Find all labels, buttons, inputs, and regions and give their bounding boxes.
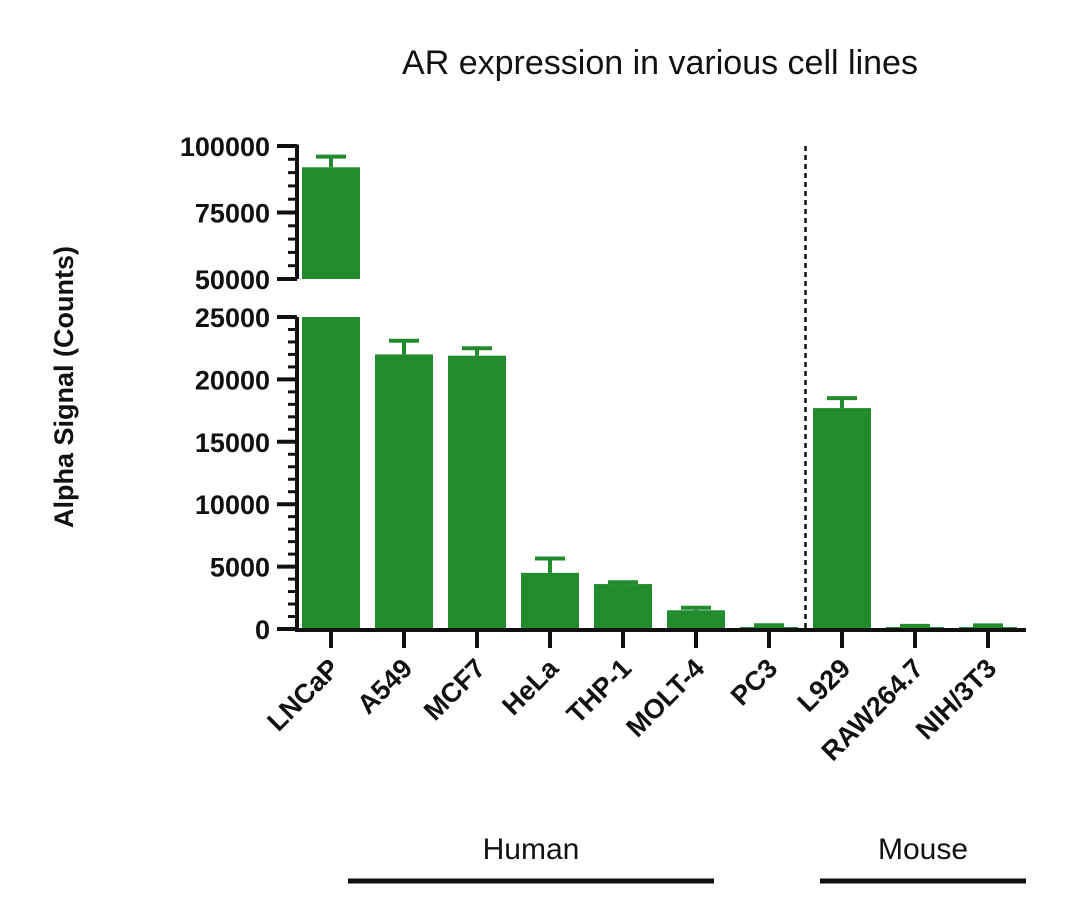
chart-title: AR expression in various cell lines bbox=[402, 44, 918, 82]
bar-L929 bbox=[813, 408, 871, 629]
x-tick-label-MCF7: MCF7 bbox=[418, 653, 491, 726]
y-tick-label-lower: 15000 bbox=[195, 428, 270, 458]
y-tick-label-upper: 50000 bbox=[195, 265, 270, 295]
y-tick-label-lower: 10000 bbox=[195, 490, 270, 520]
y-tick-label-lower: 5000 bbox=[210, 553, 270, 583]
x-tick-label-MOLT-4: MOLT-4 bbox=[620, 653, 710, 743]
x-tick-label-NIH/3T3: NIH/3T3 bbox=[910, 653, 1002, 745]
bar-LNCaP-lower bbox=[302, 317, 360, 629]
group-label-Human: Human bbox=[483, 833, 580, 866]
y-tick-label-lower: 0 bbox=[255, 615, 270, 645]
bar-LNCaP-upper bbox=[302, 167, 360, 279]
y-axis-label: Alpha Signal (Counts) bbox=[49, 246, 79, 528]
x-tick-label-PC3: PC3 bbox=[725, 653, 783, 711]
x-tick-label-A549: A549 bbox=[351, 653, 418, 720]
bar-MOLT-4 bbox=[667, 610, 725, 629]
x-tick-label-LNCaP: LNCaP bbox=[261, 653, 345, 737]
x-tick-label-L929: L929 bbox=[792, 653, 857, 718]
y-tick-label-lower: 20000 bbox=[195, 365, 270, 395]
bar-A549 bbox=[375, 354, 433, 629]
plot-area: 0 5000 10000 15000 20000 25000 50000 75000 10000… bbox=[180, 132, 1026, 884]
y-tick-label-upper: 75000 bbox=[195, 199, 270, 229]
y-tick-label-lower: 25000 bbox=[195, 303, 270, 333]
bar-THP-1 bbox=[594, 584, 652, 629]
y-tick-label-upper: 100000 bbox=[180, 132, 270, 162]
bar-MCF7 bbox=[448, 355, 506, 629]
x-tick-label-HeLa: HeLa bbox=[496, 652, 565, 721]
group-label-Mouse: Mouse bbox=[878, 833, 968, 866]
bar-HeLa bbox=[521, 572, 579, 629]
